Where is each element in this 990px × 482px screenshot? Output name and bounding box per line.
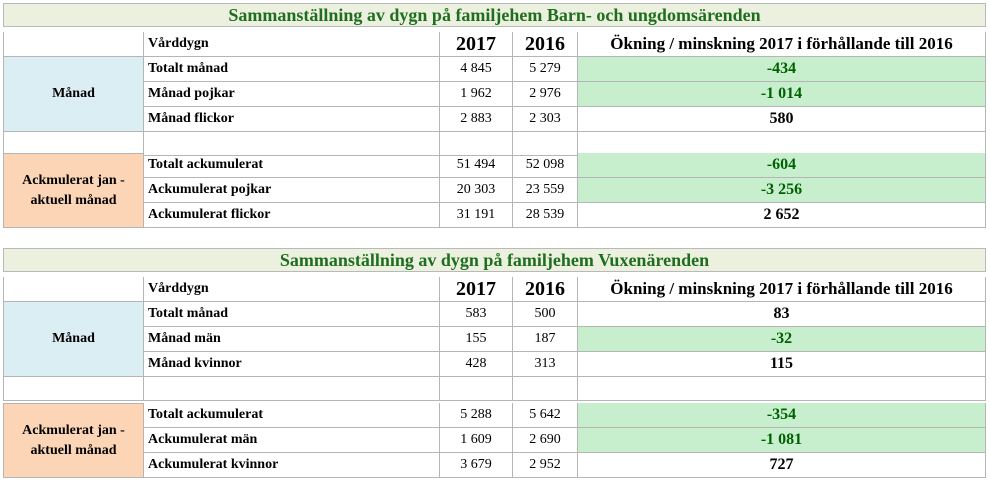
value-change: 2 652 — [578, 203, 986, 228]
value-2017: 31 191 — [440, 203, 513, 228]
row-label: Månad flickor — [144, 107, 440, 132]
value-2017: 4 845 — [440, 57, 513, 82]
table-row: Ackumulerat kvinnor 3 679 2 952 727 — [3, 453, 986, 478]
table-row: Ackumulerat flickor 31 191 28 539 2 652 — [3, 203, 986, 228]
table-row: Totalt ackumulerat 5 288 5 642 -354 — [3, 403, 986, 428]
value-2016: 5 642 — [513, 403, 578, 428]
row-label: Totalt ackumulerat — [144, 403, 440, 428]
value-2017: 1 609 — [440, 428, 513, 453]
value-2016: 2 952 — [513, 453, 578, 478]
header-label: Vårddygn — [144, 32, 440, 57]
value-2017: 20 303 — [440, 178, 513, 203]
row-label: Totalt ackumulerat — [144, 153, 440, 178]
value-change: 83 — [578, 302, 986, 327]
row-label: Ackumulerat pojkar — [144, 178, 440, 203]
value-2016: 5 279 — [513, 57, 578, 82]
table-row: Ackumulerat pojkar 20 303 23 559 -3 256 — [3, 178, 986, 203]
header-row: Vårddygn 2017 2016 Ökning / minskning 20… — [3, 277, 986, 302]
group-label-ackumulerat: Ackmulerat jan - aktuell månad — [3, 153, 144, 228]
header-year-2017: 2017 — [440, 32, 513, 57]
table-row: Månad pojkar 1 962 2 976 -1 014 — [3, 82, 986, 107]
header-label: Vårddygn — [144, 277, 440, 302]
value-change: -434 — [578, 57, 986, 82]
header-change: Ökning / minskning 2017 i förhållande ti… — [578, 32, 986, 57]
header-change: Ökning / minskning 2017 i förhållande ti… — [578, 277, 986, 302]
table-row: Totalt månad 4 845 5 279 -434 — [3, 57, 986, 82]
value-2016: 23 559 — [513, 178, 578, 203]
value-2017: 51 494 — [440, 153, 513, 178]
value-2016: 2 303 — [513, 107, 578, 132]
group-label-ackumulerat: Ackmulerat jan - aktuell månad — [3, 403, 144, 478]
row-label: Månad pojkar — [144, 82, 440, 107]
header-year-2016: 2016 — [513, 32, 578, 57]
table-row: Månad män 155 187 -32 — [3, 327, 986, 352]
table-row: Månad flickor 2 883 2 303 580 — [3, 107, 986, 132]
table-barn-ungdom: Sammanställning av dygn på familjehem Ba… — [3, 3, 986, 228]
value-change: 727 — [578, 453, 986, 478]
value-2017: 583 — [440, 302, 513, 327]
value-2016: 313 — [513, 352, 578, 377]
row-label: Månad män — [144, 327, 440, 352]
table-row: Månad kvinnor 428 313 115 — [3, 352, 986, 377]
value-change: -1 081 — [578, 428, 986, 453]
value-2016: 28 539 — [513, 203, 578, 228]
row-label: Ackumulerat flickor — [144, 203, 440, 228]
value-2017: 428 — [440, 352, 513, 377]
row-label: Totalt månad — [144, 302, 440, 327]
table-row: Totalt månad 583 500 83 — [3, 302, 986, 327]
value-2016: 2 976 — [513, 82, 578, 107]
header-year-2017: 2017 — [440, 277, 513, 302]
value-2016: 52 098 — [513, 153, 578, 178]
value-change: -1 014 — [578, 82, 986, 107]
value-2017: 3 679 — [440, 453, 513, 478]
header-year-2016: 2016 — [513, 277, 578, 302]
value-change: -354 — [578, 403, 986, 428]
value-change: -32 — [578, 327, 986, 352]
group-label-manad: Månad — [3, 57, 144, 132]
table-title: Sammanställning av dygn på familjehem Ba… — [3, 3, 986, 27]
value-2016: 500 — [513, 302, 578, 327]
value-change: 580 — [578, 107, 986, 132]
row-label: Ackumulerat kvinnor — [144, 453, 440, 478]
group-label-manad: Månad — [3, 302, 144, 377]
row-label: Ackumulerat män — [144, 428, 440, 453]
value-2017: 155 — [440, 327, 513, 352]
table-row: Ackumulerat män 1 609 2 690 -1 081 — [3, 428, 986, 453]
row-label: Månad kvinnor — [144, 352, 440, 377]
table-row: Totalt ackumulerat 51 494 52 098 -604 — [3, 153, 986, 178]
value-2016: 2 690 — [513, 428, 578, 453]
value-change: -604 — [578, 153, 986, 178]
row-label: Totalt månad — [144, 57, 440, 82]
header-row: Vårddygn 2017 2016 Ökning / minskning 20… — [3, 32, 986, 57]
value-2017: 2 883 — [440, 107, 513, 132]
value-2016: 187 — [513, 327, 578, 352]
table-title: Sammanställning av dygn på familjehem Vu… — [3, 248, 986, 272]
value-change: -3 256 — [578, 178, 986, 203]
table-vuxen: Sammanställning av dygn på familjehem Vu… — [3, 248, 986, 480]
spacer-row — [3, 377, 986, 401]
value-2017: 5 288 — [440, 403, 513, 428]
value-change: 115 — [578, 352, 986, 377]
value-2017: 1 962 — [440, 82, 513, 107]
